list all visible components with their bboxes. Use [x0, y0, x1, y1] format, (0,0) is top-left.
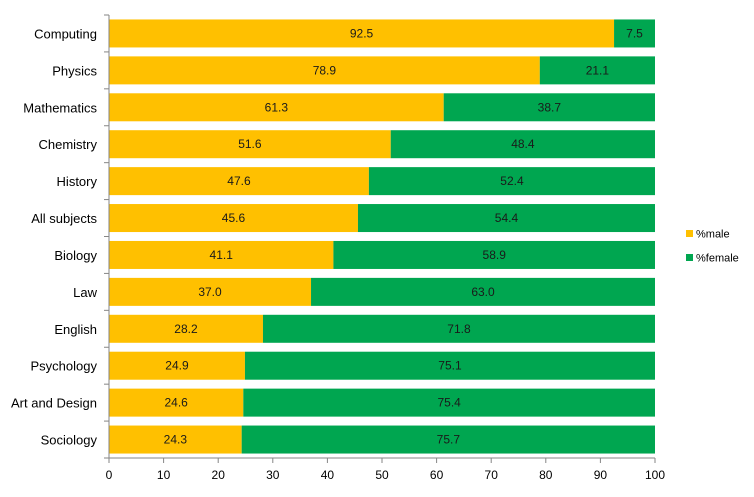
category-label-sociology: Sociology	[41, 433, 98, 448]
data-label-computing-female: 7.5	[626, 26, 643, 40]
data-label-art-and-design-female: 75.4	[437, 396, 461, 410]
bar-biology-female	[333, 240, 655, 269]
data-label-mathematics-female: 38.7	[538, 100, 562, 114]
bar-all-subjects-female	[357, 204, 655, 233]
bar-all-subjects-male	[109, 204, 358, 233]
data-label-law-male: 37.0	[198, 285, 222, 299]
category-label-art-and-design: Art and Design	[11, 396, 97, 411]
category-label-physics: Physics	[52, 63, 97, 78]
x-tick-label-50: 50	[375, 468, 389, 482]
bar-chemistry-male	[109, 130, 391, 159]
x-tick-label-10: 10	[157, 468, 171, 482]
category-label-law: Law	[73, 285, 97, 300]
x-tick-label-0: 0	[106, 468, 113, 482]
legend-label-female: %female	[696, 253, 739, 265]
x-tick-label-20: 20	[212, 468, 226, 482]
bar-history-male	[109, 167, 369, 196]
x-tick-label-60: 60	[430, 468, 444, 482]
data-label-biology-female: 58.9	[483, 248, 507, 262]
category-label-english: English	[54, 322, 97, 337]
data-label-psychology-female: 75.1	[438, 359, 462, 373]
legend-swatch-female	[686, 254, 693, 261]
bar-chemistry-female	[390, 130, 655, 159]
data-label-history-female: 52.4	[500, 174, 524, 188]
bar-mathematics-male	[109, 93, 444, 122]
x-tick-label-40: 40	[321, 468, 335, 482]
bar-computing-male	[109, 19, 615, 48]
data-label-sociology-male: 24.3	[164, 433, 188, 447]
data-label-english-male: 28.2	[174, 322, 198, 336]
legend: %male %female	[686, 229, 739, 265]
bar-law-female	[311, 277, 655, 306]
bar-physics-male	[109, 56, 540, 85]
bars-layer	[109, 19, 656, 454]
data-label-chemistry-male: 51.6	[238, 137, 262, 151]
data-label-art-and-design-male: 24.6	[164, 396, 188, 410]
bar-history-female	[368, 167, 655, 196]
category-label-biology: Biology	[54, 248, 97, 263]
data-label-mathematics-male: 61.3	[265, 100, 289, 114]
x-tick-label-70: 70	[485, 468, 499, 482]
bar-mathematics-female	[443, 93, 655, 122]
category-label-computing: Computing	[34, 26, 97, 41]
data-label-all-subjects-male: 45.6	[222, 211, 246, 225]
axes-layer: Computing Physics Mathematics Chemistry Hist…	[11, 14, 665, 482]
data-label-history-male: 47.6	[227, 174, 251, 188]
bar-computing-female	[614, 19, 655, 48]
bar-sociology-male	[109, 425, 242, 454]
data-label-physics-male: 78.9	[313, 63, 337, 77]
bar-english-female	[262, 314, 655, 343]
data-label-chemistry-female: 48.4	[511, 137, 535, 151]
data-label-english-female: 71.8	[447, 322, 471, 336]
data-label-biology-male: 41.1	[210, 248, 234, 262]
bar-psychology-female	[244, 351, 656, 380]
bar-law-male	[109, 277, 312, 306]
bar-sociology-female	[241, 425, 656, 454]
legend-label-male: %male	[696, 229, 730, 241]
x-tick-label-90: 90	[594, 468, 608, 482]
x-tick-label-80: 80	[539, 468, 553, 482]
x-tick-label-100: 100	[645, 468, 665, 482]
bar-psychology-male	[109, 351, 245, 380]
data-label-physics-female: 21.1	[586, 63, 610, 77]
data-label-sociology-female: 75.7	[437, 433, 461, 447]
category-label-mathematics: Mathematics	[23, 100, 97, 115]
data-label-psychology-male: 24.9	[165, 359, 189, 373]
bar-biology-male	[109, 240, 334, 269]
data-label-computing-male: 92.5	[350, 26, 374, 40]
data-label-law-female: 63.0	[471, 285, 495, 299]
data-labels-layer: 92.5 7.5 78.9 21.1 61.3 38.7 51.6 48.4 47.6 52.4 4…	[164, 26, 644, 446]
category-label-history: History	[57, 174, 98, 189]
category-label-chemistry: Chemistry	[38, 137, 97, 152]
bar-art-and-design-male	[109, 388, 244, 417]
bar-english-male	[109, 314, 263, 343]
x-tick-label-30: 30	[266, 468, 280, 482]
legend-swatch-male	[686, 230, 693, 237]
data-label-all-subjects-female: 54.4	[495, 211, 519, 225]
bar-physics-female	[539, 56, 655, 85]
bar-art-and-design-female	[243, 388, 656, 417]
category-label-all-subjects: All subjects	[31, 211, 97, 226]
category-label-psychology: Psychology	[31, 359, 98, 374]
